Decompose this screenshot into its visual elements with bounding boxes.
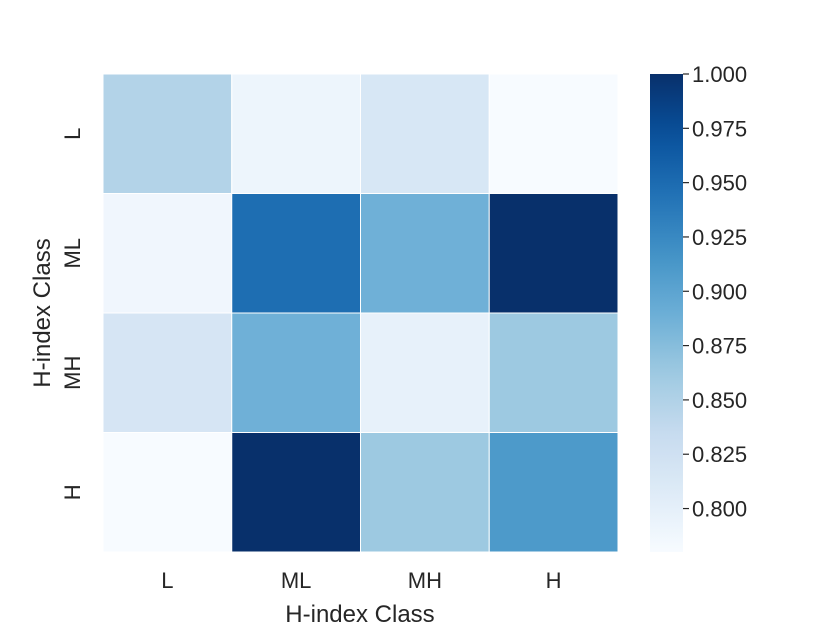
heatmap-cell-MH-ML [231, 312, 361, 433]
x-axis-label: H-index Class [285, 601, 434, 623]
heatmap-cell-H-ML [231, 432, 361, 553]
heatmap-cell-H-H [488, 432, 619, 553]
heatmap-cell-MH-H [488, 312, 619, 433]
heatmap-cell-ML-L [102, 193, 233, 314]
x-tick-label: MH [408, 568, 442, 593]
y-tick-labels: L ML MH H [60, 128, 85, 501]
colorbar-tick-label: 0.825 [692, 442, 747, 467]
colorbar-tick-label: 0.975 [692, 116, 747, 141]
y-axis-label: H-index Class [29, 238, 56, 387]
colorbar [650, 74, 683, 552]
heatmap-cell-H-L [102, 432, 233, 553]
colorbar-tick-label: 0.925 [692, 225, 747, 250]
heatmap-cell-MH-L [102, 312, 233, 433]
x-tick-label: H [546, 568, 562, 593]
heatmap-cells [102, 73, 619, 553]
colorbar-tick-label: 0.850 [692, 388, 747, 413]
heatmap-cell-L-L [102, 73, 233, 194]
colorbar-tick-label: 0.950 [692, 171, 747, 196]
heatmap-cell-MH-MH [360, 312, 490, 433]
heatmap-cell-H-MH [360, 432, 490, 553]
heatmap-cell-L-H [488, 73, 619, 194]
y-tick-label: MH [60, 356, 85, 390]
x-tick-label: L [161, 568, 173, 593]
colorbar-tick-label: 1.000 [692, 62, 747, 87]
y-tick-label: H [60, 484, 85, 500]
colorbar-tick-label: 0.800 [692, 497, 747, 522]
y-tick-label: ML [60, 238, 85, 269]
colorbar-tick-label: 0.900 [692, 279, 747, 304]
heatmap-cell-ML-MH [360, 193, 490, 314]
x-tick-labels: L ML MH H [161, 568, 561, 593]
heatmap-cell-ML-ML [231, 193, 361, 314]
x-tick-label: ML [281, 568, 312, 593]
colorbar-ticks: 0.800 0.825 0.850 0.875 0.900 0.925 0.950 0.975… [683, 62, 747, 522]
y-tick-label: L [60, 128, 85, 140]
colorbar-tick-label: 0.875 [692, 334, 747, 359]
heatmap-cell-ML-H [488, 193, 619, 314]
heatmap-cell-L-ML [231, 73, 361, 194]
heatmap-cell-L-MH [360, 73, 490, 194]
